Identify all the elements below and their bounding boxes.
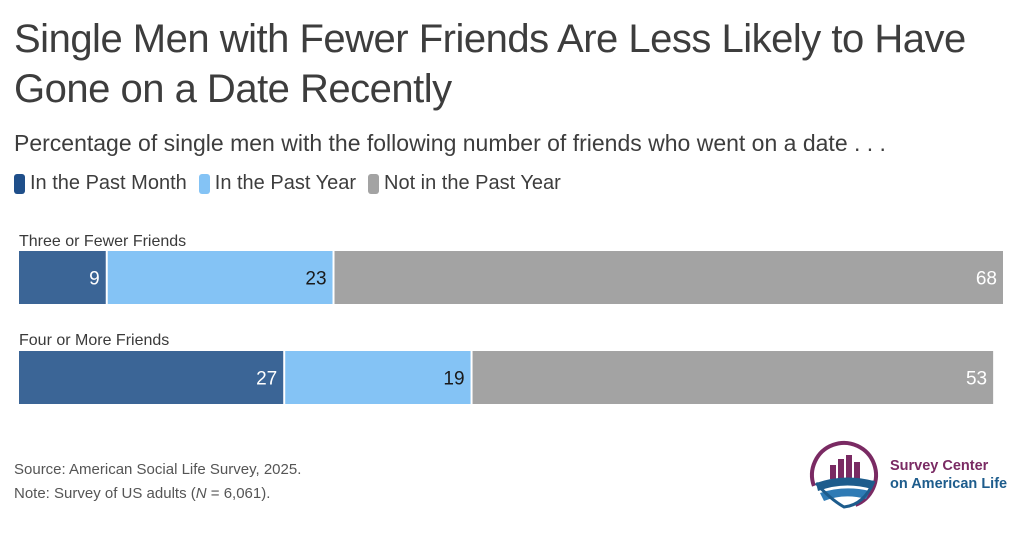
survey-center-logo: Survey Center on American Life bbox=[806, 437, 1016, 513]
sample-note-value: = 6,061). bbox=[206, 485, 271, 502]
legend-item-past-month: In the Past Month bbox=[14, 172, 187, 195]
category-label: Four or More Friends bbox=[19, 332, 169, 349]
legend-label-not-past-year: Not in the Past Year bbox=[384, 172, 561, 194]
legend-label-past-year: In the Past Year bbox=[214, 172, 356, 194]
legend-swatch-not-past-year bbox=[368, 173, 379, 194]
bar-segment bbox=[285, 351, 471, 404]
bar-segment bbox=[472, 351, 994, 404]
logo-line-2: on American Life bbox=[890, 476, 1008, 492]
bar-segment bbox=[334, 251, 1003, 304]
bar-value-label: 19 bbox=[443, 369, 464, 390]
bar-segment bbox=[107, 251, 333, 304]
sample-note-n: N bbox=[195, 485, 207, 502]
bar-value-label: 68 bbox=[976, 269, 997, 290]
legend: In the Past Month In the Past Year Not i… bbox=[14, 172, 561, 195]
sample-note: Note: Survey of US adults (N = 6,061). bbox=[14, 482, 301, 506]
chart-title: Single Men with Fewer Friends Are Less L… bbox=[14, 17, 966, 111]
sample-note-prefix: Note: Survey of US adults ( bbox=[14, 485, 196, 502]
bar-segment bbox=[19, 351, 284, 404]
bar-value-label: 23 bbox=[305, 269, 326, 290]
stacked-bar-chart: Three or Fewer Friends 9 23 68 Four or More … bbox=[19, 233, 1003, 404]
bar-segment bbox=[19, 251, 106, 304]
bar-value-label: 53 bbox=[966, 369, 987, 390]
legend-item-past-year: In the Past Year bbox=[198, 172, 356, 195]
legend-label-past-month: In the Past Month bbox=[30, 172, 187, 194]
logo-line-1: Survey Center bbox=[890, 458, 989, 474]
bar-value-label: 27 bbox=[256, 369, 277, 390]
footer: Source: American Social Life Survey, 202… bbox=[14, 458, 301, 506]
bar-value-label: 9 bbox=[89, 269, 100, 290]
category-label: Three or Fewer Friends bbox=[19, 233, 186, 250]
legend-swatch-past-year bbox=[198, 173, 210, 194]
logo-text: Survey Center on American Life bbox=[890, 457, 1007, 493]
logo-emblem-icon bbox=[810, 441, 878, 509]
legend-swatch-past-month bbox=[14, 173, 25, 194]
source-note: Source: American Social Life Survey, 202… bbox=[14, 461, 302, 478]
legend-item-not-past-year: Not in the Past Year bbox=[368, 172, 561, 195]
chart-subtitle: Percentage of single men with the follow… bbox=[14, 130, 886, 156]
